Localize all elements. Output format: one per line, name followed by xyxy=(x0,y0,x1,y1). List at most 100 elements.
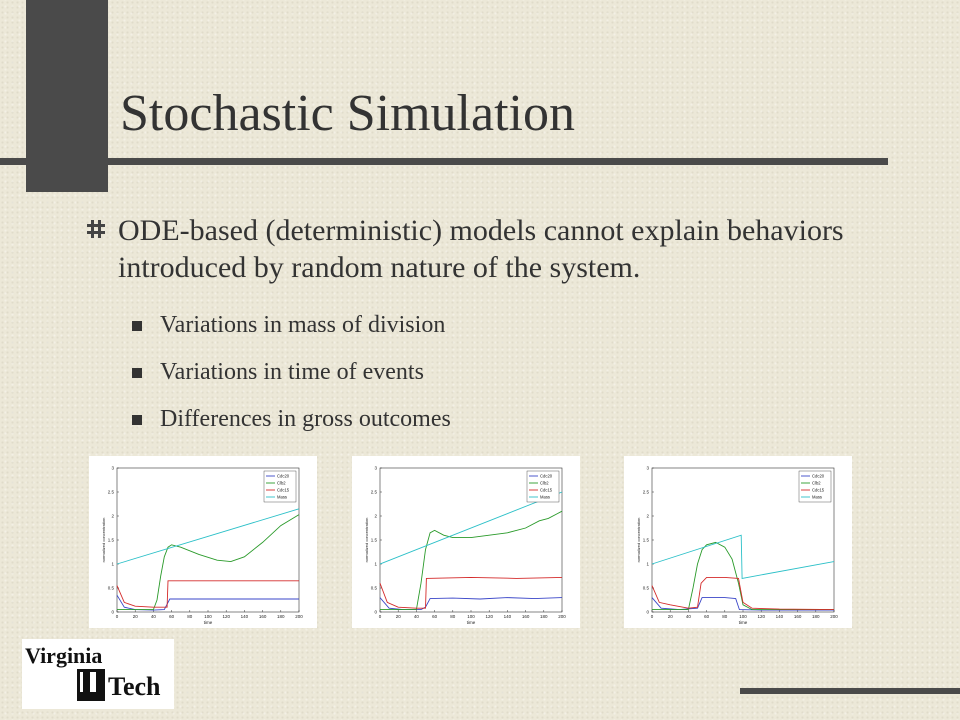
series-line-cdc15 xyxy=(651,576,835,611)
x-tick-label: 120 xyxy=(485,614,493,619)
x-tick-label: 20 xyxy=(133,614,139,619)
x-tick-label: 140 xyxy=(241,614,249,619)
legend-label: Mass xyxy=(540,495,550,500)
sub-bullet-item: Variations in mass of division xyxy=(130,310,451,357)
y-tick-label: 0.5 xyxy=(643,586,650,591)
legend-label: Cdc15 xyxy=(540,488,553,493)
x-tick-label: 200 xyxy=(295,614,303,619)
y-tick-label: 1.5 xyxy=(108,538,115,543)
x-tick-label: 20 xyxy=(396,614,402,619)
y-tick-label: 2 xyxy=(111,514,114,519)
x-tick-label: 160 xyxy=(522,614,530,619)
x-tick-label: 160 xyxy=(794,614,802,619)
hash-bullet-icon xyxy=(87,220,105,238)
x-tick-label: 60 xyxy=(432,614,438,619)
x-tick-label: 100 xyxy=(204,614,212,619)
y-axis-label: normalized concentration xyxy=(101,518,106,563)
sub-bullet-item: Differences in gross outcomes xyxy=(130,404,451,451)
series-line-clb2 xyxy=(117,514,300,611)
y-tick-label: 3 xyxy=(646,466,649,471)
bottom-rule xyxy=(740,688,960,694)
x-tick-label: 0 xyxy=(116,614,119,619)
x-axis-label: time xyxy=(467,620,476,625)
series-line-clb2 xyxy=(652,541,834,611)
plot-panel-1: 0 20 40 60 80 100 120 140 160 180 200 0 0.5 1 1.5 2 2.5 3… xyxy=(89,456,317,628)
y-tick-label: 2 xyxy=(374,514,377,519)
main-bullet-text: ODE-based (deterministic) models cannot … xyxy=(118,214,844,284)
series-line-mass xyxy=(379,491,563,565)
y-tick-label: 0 xyxy=(374,610,377,615)
y-tick-label: 2 xyxy=(646,514,649,519)
legend-label: Cdc15 xyxy=(812,488,825,493)
sub-bullet-text: Variations in mass of division xyxy=(160,312,446,338)
x-tick-label: 200 xyxy=(558,614,566,619)
x-tick-label: 0 xyxy=(379,614,382,619)
square-bullet-icon xyxy=(132,415,142,425)
series-line-cdc15 xyxy=(116,580,299,608)
y-tick-label: 3 xyxy=(111,466,114,471)
y-tick-label: 2.5 xyxy=(643,490,650,495)
series-line-cdc20 xyxy=(379,597,563,611)
x-tick-label: 20 xyxy=(668,614,674,619)
x-tick-label: 140 xyxy=(504,614,512,619)
y-tick-label: 2.5 xyxy=(371,490,378,495)
y-tick-label: 1 xyxy=(111,562,114,567)
series-line-mass xyxy=(651,534,835,579)
sub-bullet-item: Variations in time of events xyxy=(130,357,451,404)
legend-label: Cdc20 xyxy=(540,474,553,479)
svg-text:Virginia: Virginia xyxy=(25,643,102,668)
x-tick-label: 40 xyxy=(686,614,692,619)
square-bullet-icon xyxy=(132,321,142,331)
plot-panel-3: 0 20 40 60 80 100 120 140 160 180 200 0 0.5 1 1.5 2 2.5 3… xyxy=(624,456,852,628)
square-bullet-icon xyxy=(132,368,142,378)
y-tick-label: 3 xyxy=(374,466,377,471)
x-tick-label: 80 xyxy=(722,614,728,619)
sub-bullet-text: Differences in gross outcomes xyxy=(160,406,451,432)
svg-text:Tech: Tech xyxy=(108,672,161,701)
x-tick-label: 0 xyxy=(651,614,654,619)
x-tick-label: 80 xyxy=(187,614,193,619)
legend-label: Cdc15 xyxy=(277,488,290,493)
y-axis-label: normalized concentration xyxy=(364,518,369,563)
virginia-tech-logo-icon: Virginia Tech xyxy=(25,643,161,701)
legend-label: Cdc20 xyxy=(277,474,290,479)
y-tick-label: 0 xyxy=(111,610,114,615)
x-tick-label: 120 xyxy=(222,614,230,619)
x-tick-label: 40 xyxy=(151,614,157,619)
title-underline-rule xyxy=(0,158,888,165)
series-line-clb2 xyxy=(380,510,563,611)
x-axis-label: time xyxy=(204,620,213,625)
legend-label: Mass xyxy=(277,495,287,500)
x-tick-label: 80 xyxy=(450,614,456,619)
y-tick-label: 1.5 xyxy=(371,538,378,543)
legend-label: Cdc20 xyxy=(812,474,825,479)
y-tick-label: 0.5 xyxy=(108,586,115,591)
y-tick-label: 1 xyxy=(374,562,377,567)
x-tick-label: 60 xyxy=(169,614,175,619)
sub-bullet-text: Variations in time of events xyxy=(160,359,424,385)
x-axis-label: time xyxy=(739,620,748,625)
legend-label: Mass xyxy=(812,495,822,500)
plot-svg: 0 20 40 60 80 100 120 140 160 180 200 0 0.5 1 1.5 2 2.5 3… xyxy=(364,466,566,626)
series-line-cdc15 xyxy=(379,576,563,609)
x-tick-label: 100 xyxy=(467,614,475,619)
x-tick-label: 180 xyxy=(540,614,548,619)
x-tick-label: 160 xyxy=(259,614,267,619)
legend-label: Clb2 xyxy=(277,481,286,486)
y-axis-label: normalized concentration xyxy=(636,518,641,563)
plot-svg: 0 20 40 60 80 100 120 140 160 180 200 0 0.5 1 1.5 2 2.5 3… xyxy=(636,466,838,626)
sub-bullet-list: Variations in mass of division Variation… xyxy=(130,310,451,451)
x-tick-label: 40 xyxy=(414,614,420,619)
legend-label: Clb2 xyxy=(540,481,549,486)
y-tick-label: 2.5 xyxy=(108,490,115,495)
series-line-mass xyxy=(116,508,300,565)
x-tick-label: 180 xyxy=(277,614,285,619)
slide-title: Stochastic Simulation xyxy=(120,85,575,142)
x-tick-label: 100 xyxy=(739,614,747,619)
y-tick-label: 1 xyxy=(646,562,649,567)
y-tick-label: 0 xyxy=(646,610,649,615)
x-tick-label: 200 xyxy=(830,614,838,619)
legend-label: Clb2 xyxy=(812,481,821,486)
y-tick-label: 1.5 xyxy=(643,538,650,543)
series-line-cdc20 xyxy=(116,594,299,611)
